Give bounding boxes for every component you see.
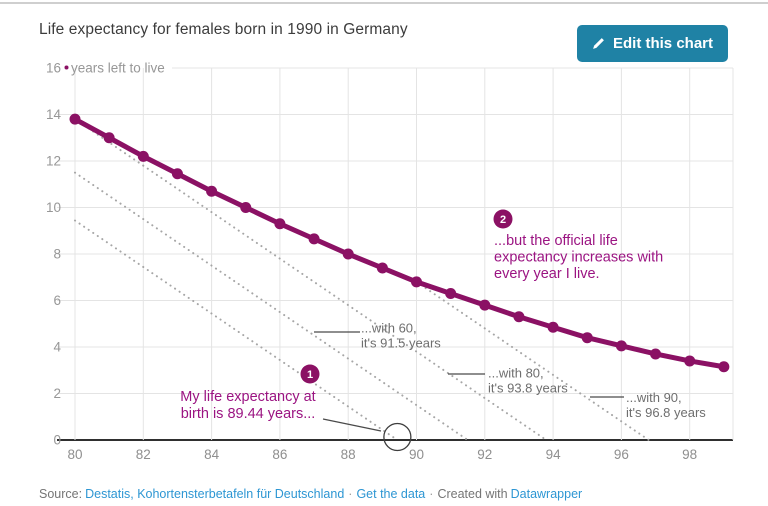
data-point[interactable] [718, 361, 730, 373]
data-point[interactable] [650, 348, 662, 360]
x-axis-tick-label: 92 [477, 447, 492, 462]
y-axis-tick-label: 8 [53, 247, 61, 262]
x-axis-tick-label: 94 [546, 447, 562, 462]
note-badge-number: 2 [500, 214, 506, 226]
data-point[interactable] [479, 299, 491, 311]
datawrapper-link[interactable]: Datawrapper [510, 487, 583, 501]
y-axis-tick-label: 0 [53, 433, 61, 448]
annotation-text: ...with 90, [626, 390, 682, 405]
get-data-link[interactable]: Get the data [356, 487, 426, 501]
y-axis-unit-label: years left to live [71, 61, 165, 76]
annotation-text: it's 91.5 years [361, 336, 441, 351]
data-point[interactable] [376, 262, 388, 274]
note-badge-number: 1 [307, 369, 313, 381]
data-point[interactable] [615, 340, 627, 352]
data-point[interactable] [445, 288, 457, 300]
chart-title: Life expectancy for females born in 1990… [39, 21, 408, 38]
annotation-text: ...with 60, [361, 321, 417, 336]
x-axis-tick-label: 96 [614, 447, 629, 462]
footer: Source: Destatis, Kohortensterbetafeln fü… [39, 487, 582, 501]
reference-dotted-line [74, 219, 399, 441]
annotation-text: My life expectancy at [180, 389, 315, 405]
data-point[interactable] [342, 248, 354, 260]
data-point[interactable] [274, 218, 286, 230]
x-axis-tick-label: 86 [272, 447, 287, 462]
data-point[interactable] [684, 355, 696, 367]
annotation-text: every year I live. [494, 266, 600, 282]
annotation-text: it's 96.8 years [626, 405, 706, 420]
annotation-text: it's 93.8 years [488, 381, 568, 396]
data-point[interactable] [581, 332, 593, 344]
x-axis-tick-label: 80 [67, 447, 82, 462]
x-axis-tick-label: 82 [136, 447, 151, 462]
y-axis-tick-label: 16 [46, 61, 61, 76]
edit-chart-label: Edit this chart [612, 35, 713, 52]
x-axis-tick-label: 84 [204, 447, 220, 462]
annotation-text: expectancy increases with [494, 249, 663, 265]
pencil-icon [592, 37, 605, 50]
y-axis-tick-label: 14 [46, 107, 62, 122]
data-point[interactable] [411, 276, 422, 288]
x-axis-tick-label: 98 [682, 447, 697, 462]
annotation-text: birth is 89.44 years... [181, 406, 316, 422]
note-badge-circle [300, 364, 320, 384]
top-divider [0, 2, 768, 4]
reference-dotted-line [74, 118, 548, 441]
y-axis-tick-label: 4 [53, 340, 61, 355]
data-point[interactable] [513, 311, 525, 323]
source-link[interactable]: Destatis, Kohortensterbetafeln für Deuts… [85, 487, 345, 501]
axis-unit-dot [64, 65, 69, 70]
separator-dot: · [429, 487, 434, 501]
y-axis-tick-label: 12 [46, 154, 61, 169]
note-badge-circle [493, 209, 513, 229]
source-prefix: Source: [39, 487, 83, 501]
y-axis-tick-label: 10 [46, 200, 61, 215]
data-point[interactable] [103, 132, 115, 144]
data-point[interactable] [137, 150, 149, 162]
data-point[interactable] [206, 185, 218, 197]
annotation-connector-line [322, 418, 382, 432]
data-point[interactable] [308, 233, 320, 245]
data-point[interactable] [547, 321, 559, 333]
x-axis-tick-label: 88 [341, 447, 356, 462]
reference-dotted-line [74, 171, 469, 441]
edit-chart-button[interactable]: Edit this chart [576, 25, 728, 62]
reference-dotted-line [415, 280, 650, 441]
x-axis-tick-label: 90 [409, 447, 424, 462]
separator-dot: · [348, 487, 353, 501]
created-with-label: Created with [437, 487, 508, 501]
annotation-text: ...with 80, [488, 366, 544, 381]
data-point[interactable] [69, 113, 81, 125]
data-point[interactable] [240, 202, 252, 213]
y-axis-tick-label: 2 [53, 386, 61, 401]
annotation-text: ...but the official life [494, 233, 618, 249]
main-line [72, 116, 727, 370]
data-point[interactable] [171, 168, 183, 180]
axis-intersect-circle [383, 422, 412, 452]
y-axis-tick-label: 6 [53, 293, 61, 308]
